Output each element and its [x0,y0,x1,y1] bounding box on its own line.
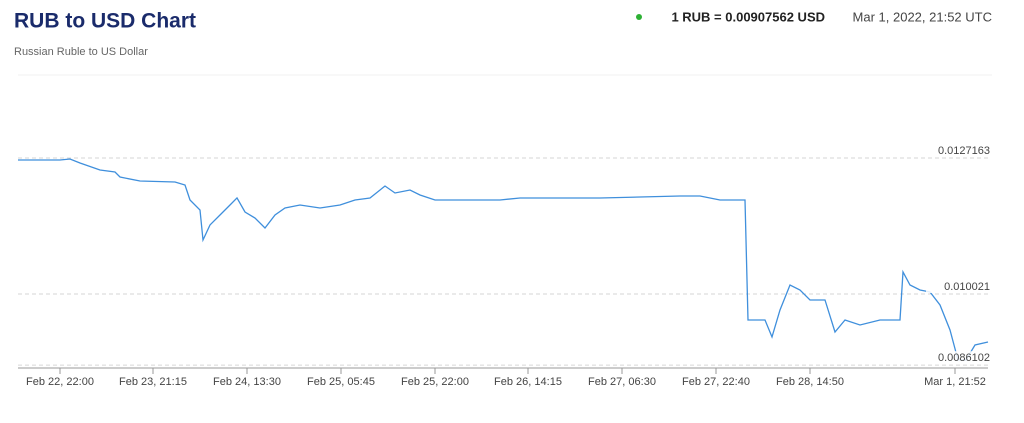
x-tick-label: Feb 26, 14:15 [494,376,562,388]
series-line [18,158,989,361]
x-tick-label: Feb 27, 22:40 [682,376,750,388]
chart-title: RUB to USD Chart [14,10,196,33]
x-tick-label: Feb 23, 21:15 [119,376,187,388]
rate: 1 RUB = 0.00907562 USD [671,9,825,24]
x-tick-label: Feb 27, 06:30 [588,376,656,388]
y-tick-label: 0.010021 [944,281,990,293]
x-tick-label: Feb 22, 22:00 [26,376,94,388]
x-tick-label: Feb 24, 13:30 [213,376,281,388]
x-tick-label: Feb 25, 22:00 [401,376,469,388]
timestamp: Mar 1, 2022, 21:52 UTC [853,9,992,24]
y-tick-bg [926,351,990,365]
subtitle: Russian Ruble to US Dollar [14,46,148,58]
x-tick-label: Feb 25, 05:45 [307,376,375,388]
status-dot [636,14,642,20]
x-tick-label: Mar 1, 21:52 [924,376,986,388]
y-tick-label: 0.0127163 [938,145,990,157]
x-tick-label: Feb 28, 14:50 [776,376,844,388]
y-tick-label: 0.0086102 [938,352,990,364]
y-tick-bg [926,144,990,158]
y-tick-bg [926,279,990,293]
